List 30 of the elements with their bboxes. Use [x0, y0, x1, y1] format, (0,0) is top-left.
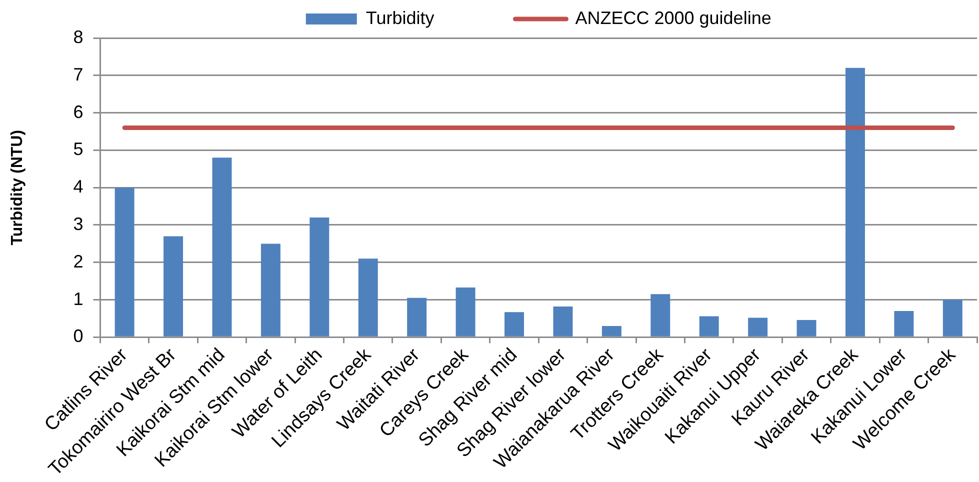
- bar: [504, 312, 524, 336]
- bar: [748, 318, 768, 336]
- bar: [942, 300, 962, 336]
- bar: [358, 258, 378, 336]
- bar: [212, 158, 232, 336]
- bar: [845, 68, 865, 336]
- y-tick-label: 6: [73, 102, 84, 122]
- bar: [260, 244, 280, 336]
- bar: [894, 311, 914, 336]
- bar: [796, 320, 816, 336]
- bar: [114, 188, 134, 336]
- y-axis-title: Turbidity (NTU): [9, 130, 26, 246]
- y-tick-label: 3: [73, 214, 84, 234]
- bar: [553, 306, 573, 336]
- bar: [602, 326, 622, 336]
- bar: [310, 218, 330, 336]
- bar: [699, 316, 719, 336]
- y-tick-label: 8: [73, 26, 84, 47]
- y-tick-label: 5: [73, 139, 84, 160]
- bar: [164, 236, 184, 336]
- legend-label: ANZECC 2000 guideline: [575, 8, 772, 28]
- bar: [407, 298, 427, 336]
- y-tick-label: 0: [73, 326, 84, 346]
- y-tick-label: 2: [73, 251, 84, 272]
- y-tick-label: 4: [73, 176, 84, 197]
- bar: [650, 294, 670, 336]
- legend-label: Turbidity: [366, 8, 434, 28]
- y-tick-label: 1: [73, 288, 84, 309]
- bar: [456, 287, 476, 336]
- y-tick-label: 7: [73, 64, 84, 84]
